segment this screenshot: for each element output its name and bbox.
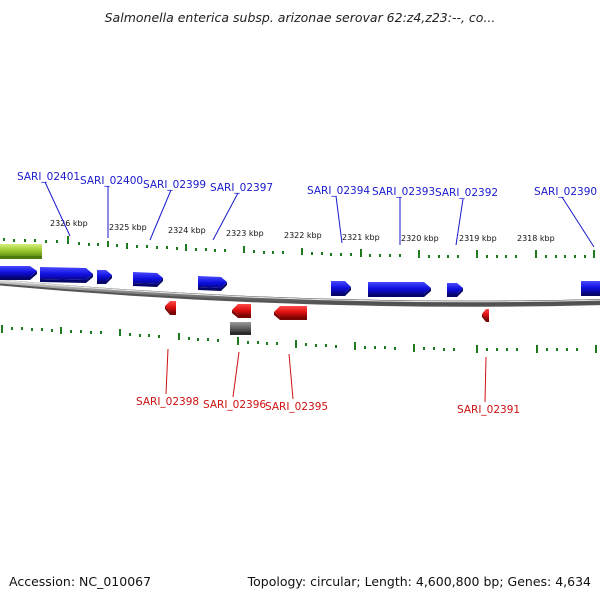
reverse-leader-lines xyxy=(165,348,487,403)
gene-label[interactable]: SARI_02390 xyxy=(534,186,597,198)
forward-gene-labels: SARI_02401 SARI_02400 SARI_02399 SARI_02… xyxy=(17,171,597,199)
gene-forward[interactable] xyxy=(331,281,351,296)
scale-label: 2320 kbp xyxy=(401,234,439,243)
gene-forward[interactable] xyxy=(368,282,431,297)
scale-label: 2324 kbp xyxy=(168,226,206,235)
accession-label: Accession: NC_010067 xyxy=(9,574,152,589)
gene-label[interactable]: SARI_02391 xyxy=(457,404,520,416)
gene-label[interactable]: SARI_02392 xyxy=(435,187,498,199)
scale-label: 2323 kbp xyxy=(226,229,264,238)
gene-forward[interactable] xyxy=(40,267,93,283)
upper-tick-ruler xyxy=(3,236,595,258)
gene-reverse[interactable] xyxy=(274,306,307,320)
scale-label: 2322 kbp xyxy=(284,231,322,240)
gene-reverse[interactable] xyxy=(482,309,489,322)
map-title: Salmonella enterica subsp. arizonae sero… xyxy=(104,10,496,25)
scale-label: 2326 kbp xyxy=(50,219,88,228)
gene-label[interactable]: SARI_02396 xyxy=(203,399,266,411)
gene-label[interactable]: SARI_02399 xyxy=(143,179,206,191)
gene-forward[interactable] xyxy=(447,283,463,297)
gene-reverse[interactable] xyxy=(232,304,251,318)
scale-label: 2321 kbp xyxy=(342,233,380,242)
gene-label[interactable]: SARI_02398 xyxy=(136,396,199,408)
gc-content-bar xyxy=(0,244,42,259)
genome-backbone xyxy=(0,279,600,307)
gene-forward[interactable] xyxy=(97,270,112,284)
forward-strand-genes xyxy=(0,266,600,297)
gene-label[interactable]: SARI_02394 xyxy=(307,185,370,197)
genome-summary: Topology: circular; Length: 4,600,800 bp… xyxy=(247,574,591,589)
scale-label: 2325 kbp xyxy=(109,223,147,232)
reverse-gene-labels: SARI_02398 SARI_02396 SARI_02395 SARI_02… xyxy=(136,396,520,416)
gene-forward[interactable] xyxy=(133,272,163,287)
gene-label[interactable]: SARI_02395 xyxy=(265,401,328,413)
scale-label: 2318 kbp xyxy=(517,234,555,243)
gene-label[interactable]: SARI_02400 xyxy=(80,175,143,187)
gene-other[interactable] xyxy=(230,322,251,335)
scale-labels: 2326 kbp 2325 kbp 2324 kbp 2323 kbp 2322… xyxy=(50,219,555,243)
lower-tick-ruler xyxy=(1,325,597,353)
forward-leader-lines xyxy=(44,181,595,248)
gene-reverse[interactable] xyxy=(165,301,176,315)
scale-label: 2319 kbp xyxy=(459,234,497,243)
gene-label[interactable]: SARI_02397 xyxy=(210,182,273,194)
gene-label[interactable]: SARI_02401 xyxy=(17,171,80,183)
gene-forward[interactable] xyxy=(0,266,37,280)
reverse-strand-genes xyxy=(165,301,489,322)
gene-label[interactable]: SARI_02393 xyxy=(372,186,435,198)
gene-forward[interactable] xyxy=(581,281,600,296)
gene-forward[interactable] xyxy=(198,276,227,291)
